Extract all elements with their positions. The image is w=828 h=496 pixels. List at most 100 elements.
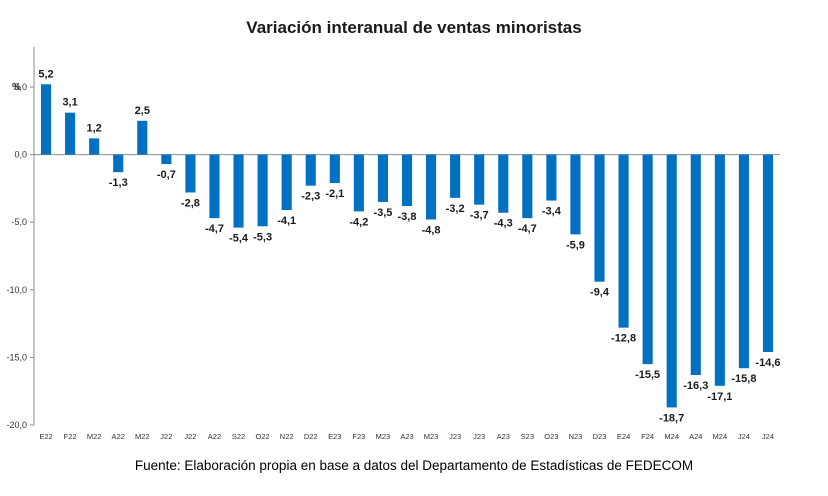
bar <box>738 154 749 369</box>
y-tick-label: -10,0 <box>6 285 27 295</box>
bar <box>233 154 244 228</box>
bar <box>618 154 629 328</box>
data-label: 3,1 <box>62 97 77 109</box>
x-tick-label: E23 <box>328 432 341 441</box>
data-label: -2,3 <box>301 191 320 203</box>
x-tick-label: F24 <box>641 432 654 441</box>
bar <box>65 112 76 155</box>
x-tick-label: M23 <box>376 432 391 441</box>
data-label: -4,8 <box>422 224 441 236</box>
x-tick-label: F22 <box>64 432 77 441</box>
chart-title: Variación interanual de ventas minorista… <box>246 18 582 37</box>
x-tick-label: A22 <box>112 432 125 441</box>
bar <box>305 154 316 186</box>
data-label: -9,4 <box>590 287 610 299</box>
bar <box>281 154 292 211</box>
x-tick-label: J24 <box>762 432 774 441</box>
y-axis: 5,0 0,0 -5,0 -10,0 -15,0 -20,0% <box>6 47 780 430</box>
x-tick-label: E22 <box>39 432 52 441</box>
bar <box>546 154 557 201</box>
data-label: -3,2 <box>446 203 465 215</box>
data-label: 1,2 <box>87 122 102 134</box>
bar <box>353 154 364 212</box>
data-label: -3,8 <box>398 211 417 223</box>
y-tick-label: -5,0 <box>11 217 27 227</box>
bar <box>714 154 725 386</box>
x-tick-label: S23 <box>521 432 534 441</box>
bar <box>257 154 268 227</box>
bar <box>690 154 701 375</box>
y-axis-unit-label: % <box>12 82 21 93</box>
data-label: -2,8 <box>181 197 200 209</box>
bar <box>426 154 437 220</box>
bar <box>474 154 485 205</box>
data-label: -3,5 <box>373 207 392 219</box>
data-label: 5,2 <box>38 68 53 80</box>
x-tick-label: N23 <box>569 432 583 441</box>
bar <box>161 154 172 165</box>
data-label: -1,3 <box>109 177 128 189</box>
bar <box>450 154 461 198</box>
bar <box>762 154 774 352</box>
x-tick-label: A23 <box>497 432 510 441</box>
bar <box>89 138 100 155</box>
x-tick-label: M22 <box>135 432 150 441</box>
x-tick-label: S22 <box>232 432 245 441</box>
y-tick-label: 5,0 <box>14 82 27 92</box>
bar <box>498 154 509 213</box>
data-label: -3,7 <box>470 210 489 222</box>
x-tick-label: O22 <box>256 432 270 441</box>
data-label: -18,7 <box>659 412 684 424</box>
bar <box>209 154 220 219</box>
x-tick-label: J23 <box>449 432 461 441</box>
data-label: -15,8 <box>731 373 756 385</box>
source-note: Fuente: Elaboración propia en base a dat… <box>134 458 694 473</box>
data-label: -15,5 <box>635 369 660 381</box>
x-tick-label: A23 <box>400 432 413 441</box>
x-tick-label: A22 <box>208 432 221 441</box>
bar <box>594 154 605 282</box>
data-label: -5,4 <box>229 233 249 245</box>
data-label: 2,5 <box>135 105 150 117</box>
data-labels: 5,2 3,1 1,2 -1,3 2,5 -0,7 -2,8 -4,7 -5,4 -5,3 -4,1… <box>38 68 780 424</box>
x-tick-label: J24 <box>738 432 750 441</box>
bar <box>137 120 148 155</box>
x-tick-label: M23 <box>424 432 439 441</box>
bar <box>642 154 653 365</box>
x-tick-label: J22 <box>160 432 172 441</box>
data-label: -4,3 <box>494 218 513 230</box>
data-label: -4,2 <box>349 216 368 228</box>
data-label: -17,1 <box>707 391 732 403</box>
data-label: -2,1 <box>325 188 344 200</box>
y-tick-label: -15,0 <box>6 352 27 362</box>
data-label: -14,6 <box>755 357 780 369</box>
x-tick-label: D22 <box>304 432 318 441</box>
data-label: -4,7 <box>518 223 537 235</box>
data-label: -3,4 <box>542 206 562 218</box>
x-tick-label: O23 <box>544 432 558 441</box>
bar <box>113 154 124 173</box>
y-tick-label: -20,0 <box>6 420 27 430</box>
x-tick-label: M22 <box>87 432 102 441</box>
data-label: -0,7 <box>157 169 176 181</box>
bar <box>666 154 677 408</box>
x-tick-label: A24 <box>689 432 702 441</box>
x-tick-label: F23 <box>352 432 365 441</box>
bar <box>570 154 581 235</box>
x-tick-label: M24 <box>664 432 679 441</box>
x-tick-label: J23 <box>473 432 485 441</box>
bar <box>522 154 533 219</box>
bar <box>185 154 196 193</box>
bar <box>377 154 388 202</box>
bars <box>40 84 774 408</box>
data-label: -5,9 <box>566 239 585 251</box>
data-label: -12,8 <box>611 333 636 345</box>
data-label: -4,7 <box>205 223 224 235</box>
x-tick-label: D23 <box>593 432 607 441</box>
x-tick-label: E24 <box>617 432 630 441</box>
bar <box>40 84 52 155</box>
bar <box>329 154 340 183</box>
y-tick-label: 0,0 <box>14 150 27 160</box>
data-label: -5,3 <box>253 231 272 243</box>
